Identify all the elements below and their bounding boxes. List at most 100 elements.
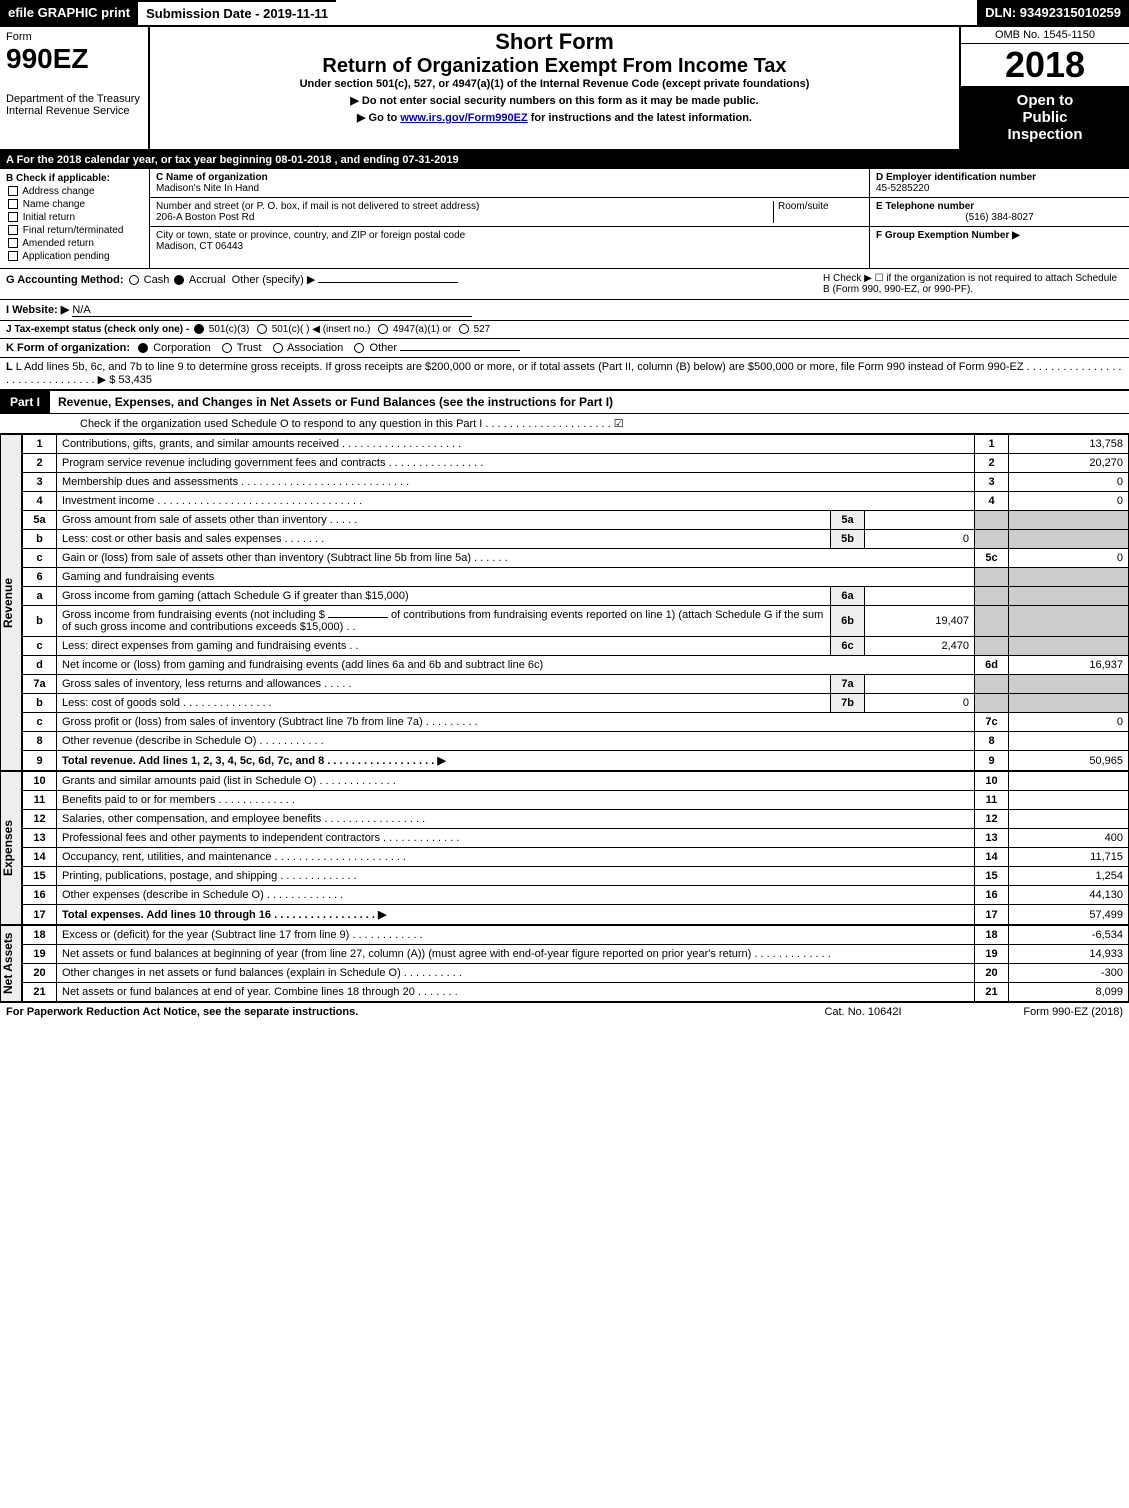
radio-527[interactable] (459, 324, 469, 334)
d6b-blank[interactable] (328, 617, 388, 618)
d14: Occupancy, rent, utilities, and maintena… (57, 848, 975, 867)
sv7a (865, 675, 975, 694)
v3: 0 (1009, 473, 1129, 492)
ln3: 3 (975, 473, 1009, 492)
n6d: d (23, 656, 57, 675)
submission-date: Submission Date - 2019-11-11 (138, 0, 336, 25)
d6: Gaming and fundraising events (57, 568, 975, 587)
d16: Other expenses (describe in Schedule O) … (57, 886, 975, 905)
v1: 13,758 (1009, 435, 1129, 454)
line-4: 4Investment income . . . . . . . . . . .… (23, 492, 1129, 511)
header-center: Short Form Return of Organization Exempt… (150, 27, 959, 149)
revenue-side-label: Revenue (0, 434, 22, 771)
address-row: Number and street (or P. O. box, if mail… (150, 198, 869, 227)
line-7b: bLess: cost of goods sold . . . . . . . … (23, 694, 1129, 713)
section-c: C Name of organization Madison's Nite In… (150, 169, 869, 268)
open-line1: Open to (965, 92, 1125, 109)
line-7a: 7aGross sales of inventory, less returns… (23, 675, 1129, 694)
org-name: Madison's Nite In Hand (156, 183, 259, 194)
irs-link[interactable]: www.irs.gov/Form990EZ (400, 112, 527, 124)
chk-address-change[interactable]: Address change (6, 186, 143, 197)
ln19: 19 (975, 945, 1009, 964)
n4: 4 (23, 492, 57, 511)
j-opt3: 4947(a)(1) or (393, 324, 451, 335)
section-l: L L Add lines 5b, 6c, and 7b to line 9 t… (0, 358, 1129, 391)
chk-label-5: Application pending (22, 251, 109, 262)
radio-assoc[interactable] (273, 343, 283, 353)
j-opt2: 501(c)( ) ◀ (insert no.) (272, 324, 371, 335)
dept-irs: Internal Revenue Service (6, 105, 142, 117)
n7b: b (23, 694, 57, 713)
tax-year: 2018 (961, 44, 1129, 86)
d19: Net assets or fund balances at beginning… (57, 945, 975, 964)
radio-4947[interactable] (378, 324, 388, 334)
sh6c (975, 637, 1009, 656)
n10: 10 (23, 772, 57, 791)
city-value: Madison, CT 06443 (156, 241, 243, 252)
shv6b (1009, 606, 1129, 637)
dln-label: DLN: 93492315010259 (977, 0, 1129, 25)
chk-label-0: Address change (22, 186, 94, 197)
d8: Other revenue (describe in Schedule O) .… (57, 732, 975, 751)
line-5b: bLess: cost or other basis and sales exp… (23, 530, 1129, 549)
section-i: I Website: ▶ N/A (0, 300, 1129, 321)
radio-501c3[interactable] (194, 324, 204, 334)
goto-pre: ▶ Go to (357, 112, 400, 124)
section-def: D Employer identification number 45-5285… (869, 169, 1129, 268)
paperwork-notice: For Paperwork Reduction Act Notice, see … (6, 1006, 763, 1018)
g-label: G Accounting Method: (6, 274, 124, 286)
short-form-title: Short Form (156, 29, 953, 55)
l-text: L Add lines 5b, 6c, and 7b to line 9 to … (6, 361, 1121, 386)
radio-accrual[interactable] (174, 275, 184, 285)
form-header: Form 990EZ Department of the Treasury In… (0, 27, 1129, 151)
line-16: 16Other expenses (describe in Schedule O… (23, 886, 1129, 905)
chk-name-change[interactable]: Name change (6, 199, 143, 210)
line-9: 9Total revenue. Add lines 1, 2, 3, 4, 5c… (23, 751, 1129, 771)
topbar-spacer (336, 0, 977, 25)
e-label: E Telephone number (876, 201, 974, 212)
website-value: N/A (72, 304, 472, 317)
goto-instructions: ▶ Go to www.irs.gov/Form990EZ for instru… (156, 111, 953, 124)
under-section: Under section 501(c), 527, or 4947(a)(1)… (156, 78, 953, 90)
sn7a: 7a (831, 675, 865, 694)
d11: Benefits paid to or for members . . . . … (57, 791, 975, 810)
chk-label-2: Initial return (23, 212, 75, 223)
open-line2: Public (965, 109, 1125, 126)
chk-amended-return[interactable]: Amended return (6, 238, 143, 249)
v2: 20,270 (1009, 454, 1129, 473)
v13: 400 (1009, 829, 1129, 848)
tax-year-a-pre: A For the 2018 calendar year, or tax yea… (6, 154, 275, 166)
expenses-section: Expenses 10Grants and similar amounts pa… (0, 771, 1129, 925)
chk-application-pending[interactable]: Application pending (6, 251, 143, 262)
k-other-input[interactable] (400, 350, 520, 351)
radio-trust[interactable] (222, 343, 232, 353)
shv6a (1009, 587, 1129, 606)
part1-label: Part I (0, 391, 50, 413)
n7c: c (23, 713, 57, 732)
form-word: Form (6, 31, 142, 43)
chk-initial-return[interactable]: Initial return (6, 212, 143, 223)
d9: Total revenue. Add lines 1, 2, 3, 4, 5c,… (57, 751, 975, 771)
d13: Professional fees and other payments to … (57, 829, 975, 848)
d6c: Less: direct expenses from gaming and fu… (57, 637, 831, 656)
radio-cash[interactable] (129, 275, 139, 285)
expenses-side-label: Expenses (0, 771, 22, 925)
sn5a: 5a (831, 511, 865, 530)
chk-final-return[interactable]: Final return/terminated (6, 225, 143, 236)
radio-corp[interactable] (138, 343, 148, 353)
line-3: 3Membership dues and assessments . . . .… (23, 473, 1129, 492)
line-20: 20Other changes in net assets or fund ba… (23, 964, 1129, 983)
v18: -6,534 (1009, 926, 1129, 945)
city-label: City or town, state or province, country… (156, 230, 465, 241)
d6d: Net income or (loss) from gaming and fun… (57, 656, 975, 675)
dept-treasury: Department of the Treasury (6, 93, 142, 105)
d12: Salaries, other compensation, and employ… (57, 810, 975, 829)
efile-label[interactable]: efile GRAPHIC print (0, 0, 138, 25)
other-specify-input[interactable] (318, 282, 458, 283)
ln5c: 5c (975, 549, 1009, 568)
sv6a (865, 587, 975, 606)
radio-501c[interactable] (257, 324, 267, 334)
n12: 12 (23, 810, 57, 829)
n6b: b (23, 606, 57, 637)
radio-other[interactable] (354, 343, 364, 353)
